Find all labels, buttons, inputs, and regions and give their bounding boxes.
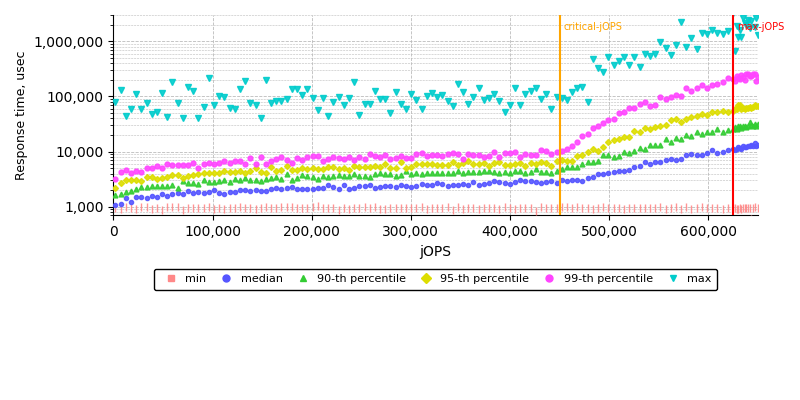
min [614, 205, 624, 210]
max [740, 21, 750, 26]
99-th percentile [738, 75, 748, 80]
99-th percentile [713, 81, 722, 86]
min [271, 205, 281, 210]
90-th percentile [479, 169, 489, 174]
90-th percentile [609, 155, 618, 160]
min [510, 206, 520, 211]
95-th percentile [734, 102, 743, 107]
99-th percentile [753, 74, 762, 79]
median [713, 151, 722, 156]
95-th percentile [271, 168, 281, 173]
95-th percentile [479, 160, 489, 165]
median [738, 143, 748, 148]
95-th percentile [753, 104, 762, 109]
median [479, 182, 489, 186]
max [178, 116, 188, 120]
X-axis label: jOPS: jOPS [419, 245, 451, 259]
95-th percentile [505, 163, 514, 168]
max [110, 99, 120, 104]
Line: 99-th percentile: 99-th percentile [113, 71, 760, 182]
99-th percentile [505, 151, 514, 156]
max [748, 7, 758, 12]
Text: critical-jOPS: critical-jOPS [563, 22, 622, 32]
min [313, 204, 322, 209]
99-th percentile [271, 157, 281, 162]
median [110, 203, 120, 208]
median [750, 141, 759, 146]
min [753, 205, 762, 210]
Text: max-jOPS: max-jOPS [737, 22, 784, 32]
Legend: min, median, 90-th percentile, 95-th percentile, 99-th percentile, max: min, median, 90-th percentile, 95-th per… [154, 269, 718, 290]
max [510, 86, 520, 91]
max [484, 96, 494, 100]
median [753, 142, 762, 147]
min [718, 207, 727, 212]
90-th percentile [745, 120, 754, 125]
90-th percentile [753, 122, 762, 126]
90-th percentile [271, 175, 281, 180]
Y-axis label: Response time, usec: Response time, usec [15, 50, 28, 180]
Line: 90-th percentile: 90-th percentile [113, 120, 760, 198]
95-th percentile [740, 107, 750, 112]
max [718, 31, 727, 36]
min [484, 205, 494, 210]
min [740, 206, 750, 211]
90-th percentile [713, 127, 722, 132]
95-th percentile [609, 137, 618, 142]
95-th percentile [110, 185, 120, 190]
median [609, 169, 618, 174]
max [614, 58, 624, 63]
90-th percentile [738, 124, 748, 128]
max [277, 98, 286, 103]
99-th percentile [609, 116, 618, 121]
99-th percentile [750, 71, 759, 76]
Line: 95-th percentile: 95-th percentile [114, 103, 760, 190]
median [505, 181, 514, 186]
min [751, 226, 761, 231]
Line: median: median [114, 141, 760, 207]
95-th percentile [713, 110, 722, 115]
90-th percentile [505, 170, 514, 175]
min [110, 205, 120, 210]
max [753, 33, 762, 38]
99-th percentile [479, 154, 489, 159]
99-th percentile [110, 177, 120, 182]
Line: min: min [111, 202, 762, 233]
90-th percentile [110, 193, 120, 198]
Line: max: max [112, 7, 761, 121]
median [271, 186, 281, 191]
